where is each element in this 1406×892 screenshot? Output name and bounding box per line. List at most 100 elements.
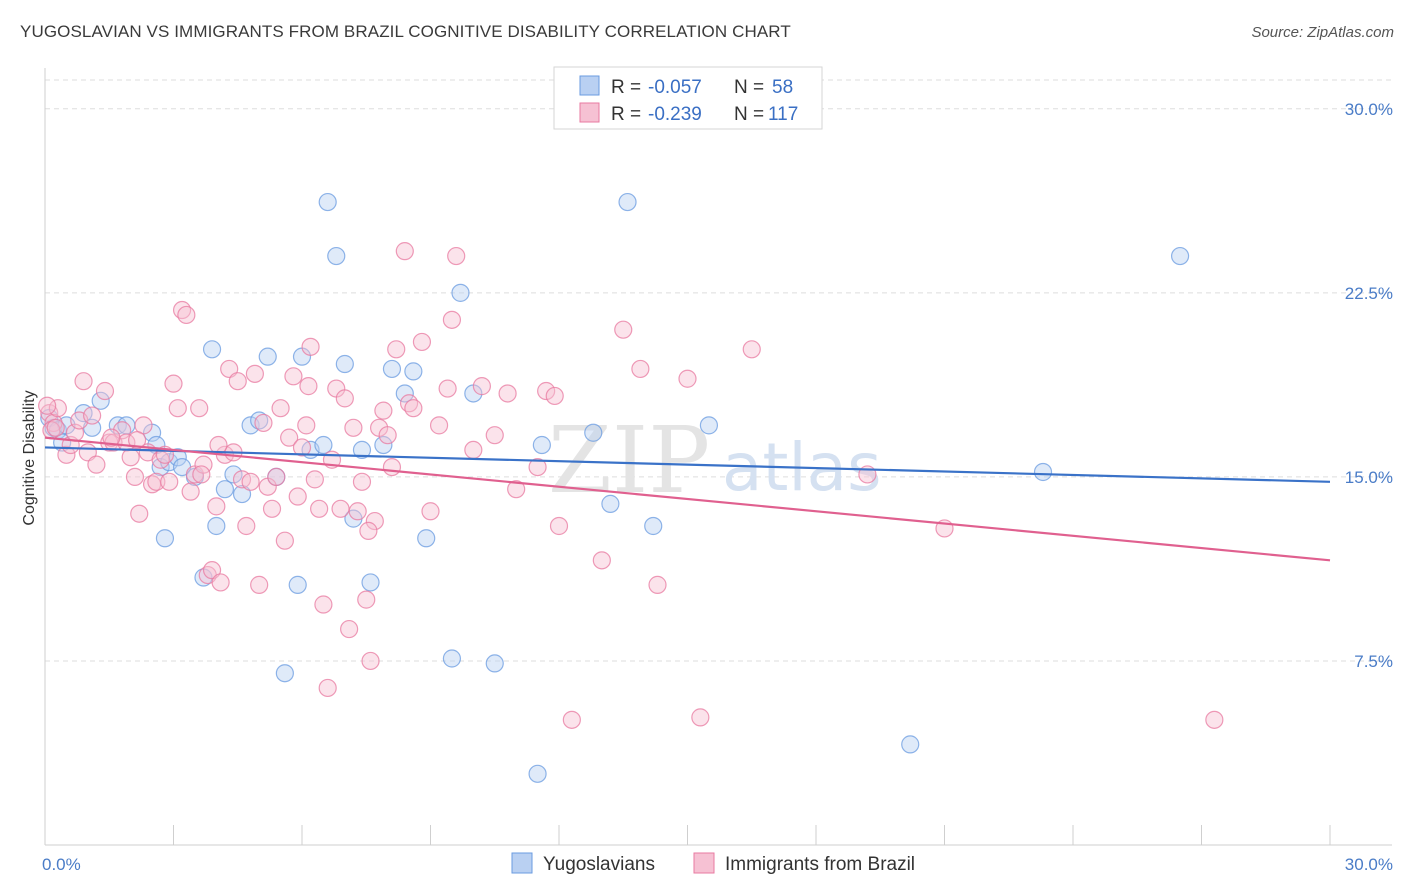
point-brazil	[164, 374, 183, 393]
point-brazil	[271, 399, 290, 418]
point-brazil	[262, 499, 282, 518]
y-tick-labels: 7.5% 15.0% 22.5% 30.0%	[1345, 100, 1393, 671]
point-brazil	[447, 246, 466, 266]
point-brazil	[395, 242, 414, 261]
point-brazil	[160, 472, 179, 491]
point-brazil	[48, 399, 67, 418]
correlation-legend: R = -0.057 N = 58 R = -0.239 N = 117	[553, 66, 823, 130]
point-yugoslavians	[327, 246, 346, 266]
point-yugoslavians	[644, 516, 663, 536]
point-brazil	[245, 364, 264, 383]
point-brazil	[348, 502, 367, 521]
point-yugoslavians	[442, 649, 462, 668]
axes	[44, 68, 1392, 846]
point-yugoslavians	[155, 529, 175, 548]
point-yugoslavians	[91, 391, 110, 410]
chart-title: YUGOSLAVIAN VS IMMIGRANTS FROM BRAZIL CO…	[20, 22, 791, 41]
point-brazil	[498, 384, 517, 403]
point-yugoslavians	[451, 283, 470, 302]
point-brazil	[190, 399, 209, 418]
trend-lines	[44, 436, 1331, 562]
point-yugoslavians	[335, 354, 354, 374]
point-yugoslavians	[352, 440, 372, 460]
point-brazil	[404, 399, 423, 418]
point-brazil	[211, 573, 230, 592]
watermark-zip: ZIP	[548, 407, 710, 514]
point-brazil	[562, 710, 581, 729]
point-brazil	[168, 399, 187, 418]
point-brazil	[438, 379, 457, 398]
x-tick-labels: 0.0% 30.0%	[42, 855, 1393, 874]
point-yugoslavians	[532, 435, 551, 455]
y-tick-label: 30.0%	[1345, 100, 1393, 119]
point-brazil	[305, 470, 324, 489]
point-yugoslavians	[275, 664, 294, 683]
legend-n-label: N =	[734, 104, 764, 125]
point-brazil	[46, 418, 65, 437]
point-yugoslavians	[361, 573, 380, 592]
point-brazil	[127, 430, 147, 450]
point-brazil	[280, 428, 299, 447]
x-tick-label-max: 30.0%	[1345, 855, 1393, 874]
legend-swatch-brazil	[579, 102, 600, 123]
point-brazil	[237, 516, 256, 536]
point-brazil	[241, 472, 260, 491]
point-brazil	[87, 455, 106, 474]
point-brazil	[528, 457, 547, 477]
point-brazil	[121, 448, 140, 467]
point-brazil	[361, 651, 380, 671]
point-brazil	[537, 381, 556, 401]
point-brazil	[95, 381, 115, 401]
point-brazil	[359, 521, 378, 540]
point-yugoslavians	[1170, 246, 1190, 266]
point-brazil	[202, 561, 222, 580]
point-brazil	[181, 482, 200, 501]
point-brazil	[301, 337, 320, 356]
point-brazil	[545, 386, 564, 406]
point-brazil	[288, 487, 307, 506]
point-yugoslavians	[699, 416, 719, 435]
point-brazil	[83, 406, 102, 425]
point-brazil	[742, 340, 761, 359]
point-brazil	[102, 428, 121, 447]
point-yugoslavians	[417, 529, 436, 548]
point-brazil	[592, 551, 611, 570]
legend-r-label: R =	[611, 77, 641, 98]
point-brazil	[57, 445, 76, 464]
point-brazil	[648, 575, 667, 594]
series-legend: Yugoslavians Immigrants from Brazil	[511, 852, 915, 875]
point-brazil	[387, 340, 406, 359]
data-points	[38, 192, 1224, 783]
legend-swatch-yugoslavians	[511, 852, 533, 874]
point-brazil	[207, 497, 226, 516]
y-axis-label: Cognitive Disability	[21, 390, 38, 525]
point-brazil	[357, 590, 376, 609]
watermark: ZIP atlas	[548, 407, 882, 514]
point-brazil	[442, 310, 462, 329]
legend-swatch-brazil	[693, 852, 715, 874]
point-brazil	[297, 416, 316, 435]
legend-n-value-yugoslavians: 58	[772, 77, 793, 98]
point-brazil	[130, 504, 149, 523]
legend-r-value-brazil: -0.239	[648, 104, 702, 125]
point-brazil	[507, 480, 526, 499]
point-brazil	[614, 320, 633, 339]
point-brazil	[421, 502, 440, 521]
point-yugoslavians	[901, 735, 920, 754]
y-tick-label: 15.0%	[1345, 468, 1393, 487]
point-brazil	[74, 372, 93, 391]
point-brazil	[125, 467, 145, 487]
point-brazil	[335, 389, 354, 408]
point-brazil	[352, 472, 372, 491]
point-brazil	[464, 440, 483, 460]
legend-label-yugoslavians: Yugoslavians	[543, 854, 655, 875]
legend-n-value-brazil: 117	[768, 104, 798, 125]
point-brazil	[549, 516, 569, 536]
point-brazil	[147, 472, 166, 491]
point-yugoslavians	[601, 494, 620, 513]
point-brazil	[250, 575, 269, 594]
point-brazil	[299, 377, 318, 396]
point-yugoslavians	[202, 340, 222, 359]
point-brazil	[429, 416, 449, 435]
